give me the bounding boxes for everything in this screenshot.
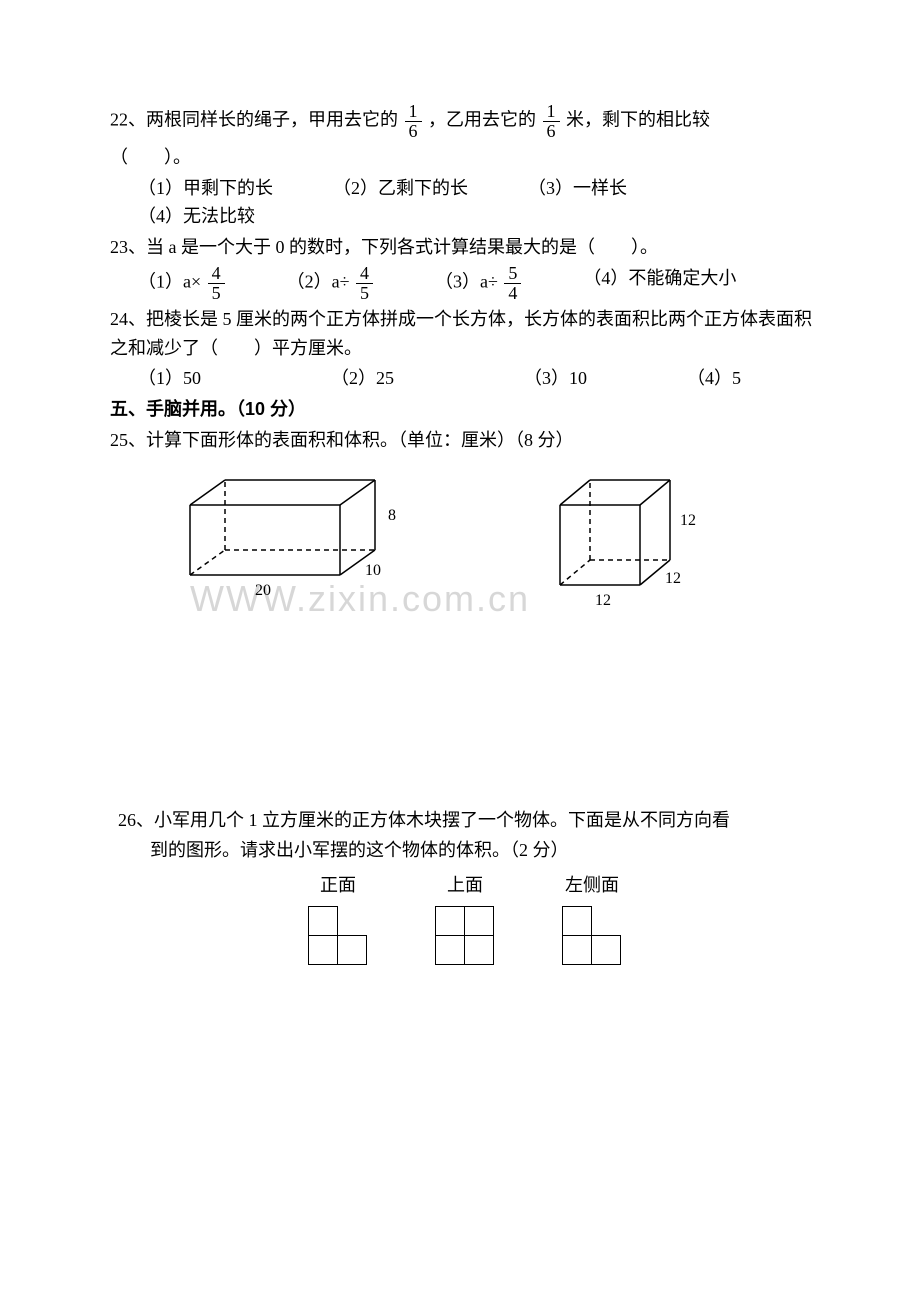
q22-frac1: 1 6: [405, 102, 422, 141]
q22-frac2-den: 6: [543, 122, 560, 141]
q24-stem: 24、把棱长是 5 厘米的两个正方体拼成一个长方体，长方体的表面积比两个正方体表…: [110, 305, 820, 363]
cube-label-3: 12: [595, 592, 611, 609]
q24-option-3: （3）10: [524, 364, 587, 393]
cuboid-label-l: 20: [255, 582, 271, 599]
q22-text-a: 22、两根同样长的绳子，甲用去它的: [110, 110, 398, 130]
cuboid-label-h: 8: [388, 507, 396, 524]
q23-option-2: （2）a÷ 4 5: [287, 264, 375, 303]
q24-option-2: （2）25: [331, 364, 394, 393]
q24-options: （1）50 （2）25 （3）10 （4）5: [110, 364, 820, 393]
cuboid-svg: 8 10 20: [170, 465, 400, 615]
q23-opt2-den: 5: [356, 284, 373, 303]
q23-option-4: （4）不能确定大小: [583, 264, 736, 303]
q23-opt2-frac: 4 5: [356, 264, 373, 303]
view-left-grid: [564, 908, 621, 965]
q22-stem: 22、两根同样长的绳子，甲用去它的 1 6 ，乙用去它的 1 6 米，剩下的相比…: [110, 102, 820, 141]
q22-option-2: （2）乙剩下的长: [333, 174, 468, 203]
q22-frac2: 1 6: [543, 102, 560, 141]
view-front-grid: [310, 908, 367, 965]
q22-frac1-num: 1: [405, 102, 422, 122]
q24-option-4: （4）5: [687, 364, 741, 393]
q22-paren: （ ）。: [110, 143, 820, 172]
q23-opt2-label: （2）a÷: [287, 271, 350, 291]
view-top-grid: [437, 908, 494, 965]
q26-views: 正面 上面 左侧面: [110, 871, 820, 974]
q24-stem-text: 24、把棱长是 5 厘米的两个正方体拼成一个长方体，长方体的表面积比两个正方体表…: [110, 305, 820, 363]
view-front: 正面: [310, 871, 367, 974]
q26-stem-line1: 26、小军用几个 1 立方厘米的正方体木块摆了一个物体。下面是从不同方向看: [110, 806, 820, 835]
q23-options: （1）a× 4 5 （2）a÷ 4 5 （3）a÷ 5 4 （4）不能确定大小: [110, 264, 820, 303]
cuboid-figure: 8 10 20: [170, 465, 400, 624]
q23-option-1: （1）a× 4 5: [138, 264, 227, 303]
cube-figure: 12 12 12: [540, 465, 720, 624]
q23-opt3-den: 4: [504, 284, 521, 303]
view-top: 上面: [437, 871, 494, 974]
cube-label-1: 12: [680, 512, 696, 529]
q22-frac2-num: 1: [543, 102, 560, 122]
q22-option-4: （4）无法比较: [138, 202, 255, 231]
q26-stem-line2: 到的图形。请求出小军摆的这个物体的体积。（2 分）: [110, 836, 820, 865]
q22-text-b: ，乙用去它的: [428, 110, 536, 130]
cube-label-2: 12: [665, 570, 681, 587]
cube-svg: 12 12 12: [540, 465, 720, 615]
q25-stem: 25、计算下面形体的表面积和体积。（单位：厘米）（8 分）: [110, 426, 820, 455]
q23-opt1-label: （1）a×: [138, 271, 201, 291]
q22-text-c: 米，剩下的相比较: [566, 110, 710, 130]
view-left-label: 左侧面: [564, 871, 621, 900]
section5-heading: 五、手脑并用。（10 分）: [110, 395, 820, 424]
view-top-label: 上面: [437, 871, 494, 900]
q23-opt1-den: 5: [208, 284, 225, 303]
q23-opt2-num: 4: [356, 264, 373, 284]
q22-option-1: （1）甲剩下的长: [138, 174, 273, 203]
q23-opt3-label: （3）a÷: [435, 271, 498, 291]
q24-option-1: （1）50: [138, 364, 201, 393]
view-front-label: 正面: [310, 871, 367, 900]
q22-option-3: （3）一样长: [528, 174, 627, 203]
q23-opt1-frac: 4 5: [208, 264, 225, 303]
q23-opt3-frac: 5 4: [504, 264, 521, 303]
q22-options: （1）甲剩下的长 （2）乙剩下的长 （3）一样长 （4）无法比较: [110, 174, 820, 232]
q25-figures: 8 10 20: [110, 465, 820, 624]
q23-option-3: （3）a÷ 5 4: [435, 264, 523, 303]
q23-opt3-num: 5: [504, 264, 521, 284]
view-left: 左侧面: [564, 871, 621, 974]
q22-frac1-den: 6: [405, 122, 422, 141]
q23-opt1-num: 4: [208, 264, 225, 284]
cuboid-label-w: 10: [365, 562, 381, 579]
q23-stem: 23、当 a 是一个大于 0 的数时，下列各式计算结果最大的是（ ）。: [110, 233, 820, 262]
